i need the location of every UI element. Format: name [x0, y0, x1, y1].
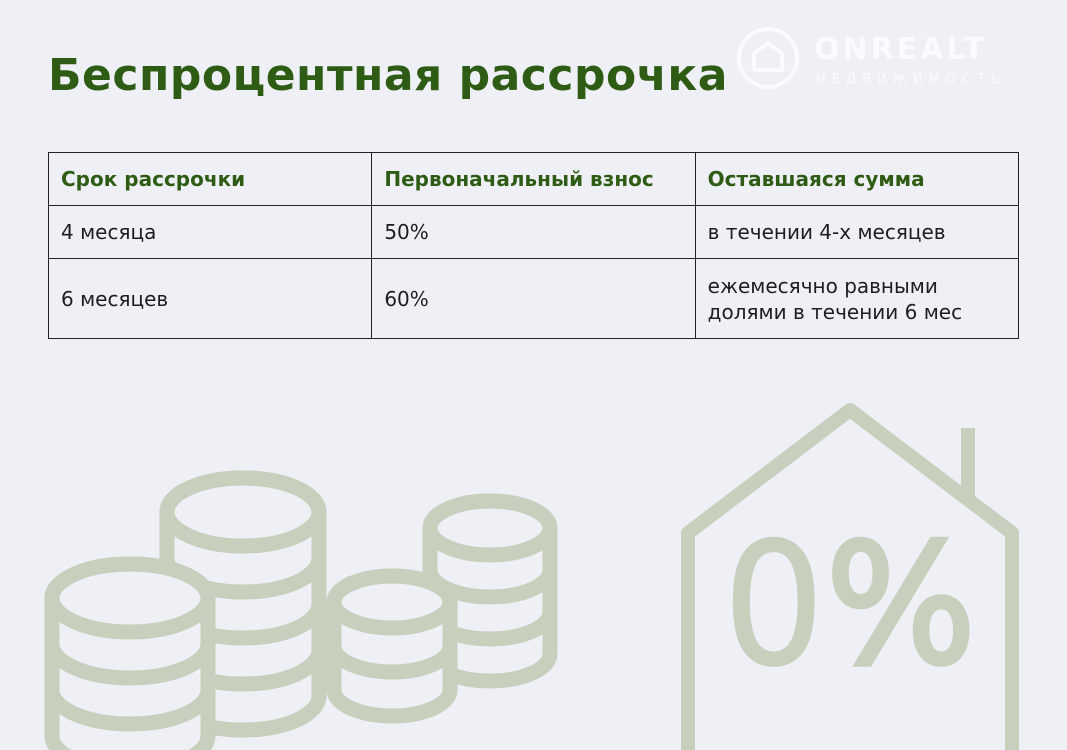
- watermark-logo: [737, 27, 799, 89]
- cell-line: долями в течении 6 мес: [707, 299, 963, 324]
- table-cell: 4 месяца: [47, 205, 373, 259]
- cell-line: ежемесячно равными: [707, 273, 938, 298]
- column-header: Первоначальный взнос: [371, 152, 696, 206]
- header-row: Срок рассрочки Первоначальный взнос Оставш…: [47, 152, 1020, 206]
- coin-stroke: [44, 689, 216, 732]
- table-row: 6 месяцев 60% ежемесячно равными долями в т…: [47, 258, 1020, 339]
- cell-line: в течении 4-х месяцев: [707, 220, 946, 244]
- house-icon: [681, 403, 1019, 750]
- table-cell: 50%: [371, 205, 696, 259]
- coin-stroke: [159, 470, 327, 554]
- table-row: 4 месяца 50% в течении 4-х месяцев: [47, 205, 1020, 259]
- coin-stroke: [44, 556, 216, 640]
- table-cell: в течении 4-х месяцев: [694, 205, 1020, 259]
- icon-label: 0%: [723, 511, 977, 698]
- watermark-tagline: НЕДВИЖИМОСТЬ: [816, 72, 1006, 87]
- coin-stroke: [326, 568, 458, 724]
- table-cell: ежемесячно равными долями в течении 6 мес: [694, 258, 1020, 339]
- coin-stroke: [422, 493, 558, 563]
- table-cell: 60%: [371, 258, 696, 339]
- column-header: Срок рассрочки: [47, 152, 373, 206]
- table-cell: 6 месяцев: [47, 258, 373, 339]
- coins-icon: [44, 470, 558, 750]
- installment-table: Срок рассрочки Первоначальный взнос Оставш…: [47, 152, 1020, 339]
- page-title: Беспроцентная рассрочка: [48, 50, 728, 101]
- coin-stroke: [44, 643, 216, 686]
- column-header: Оставшаяся сумма: [694, 152, 1020, 206]
- coin-stroke: [326, 645, 458, 680]
- watermark-brand: ONREALT: [814, 32, 988, 67]
- coin-stroke: [326, 568, 458, 636]
